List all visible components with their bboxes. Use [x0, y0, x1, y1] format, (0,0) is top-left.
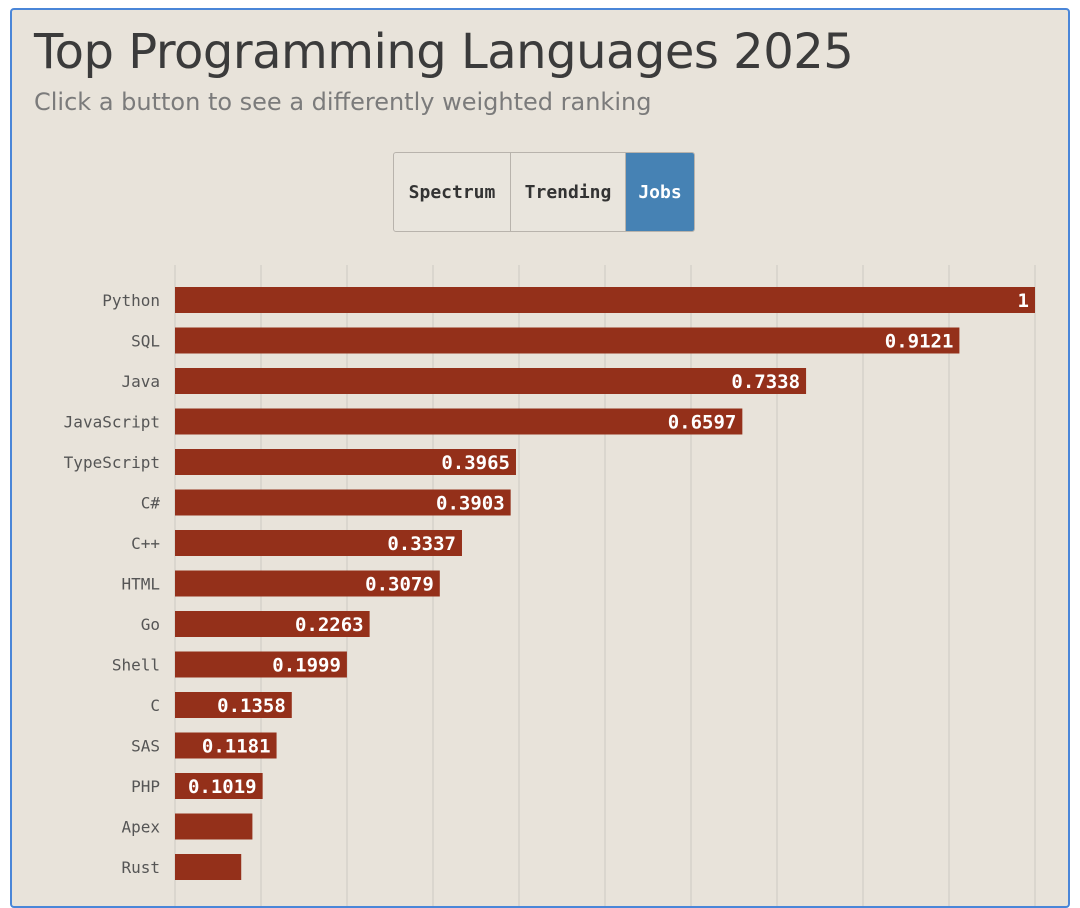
- value-label: 0.1999: [272, 655, 341, 677]
- value-label: 0.3079: [365, 574, 434, 596]
- page-title: Top Programming Languages 2025: [34, 24, 854, 80]
- value-label: 0.9121: [885, 331, 954, 353]
- category-label: HTML: [121, 575, 160, 594]
- bar-rust: [175, 854, 242, 880]
- page-subtitle: Click a button to see a differently weig…: [34, 88, 652, 116]
- category-label: C: [150, 696, 160, 715]
- value-label: 0.1181: [202, 736, 271, 758]
- category-label: SQL: [131, 332, 160, 351]
- category-label: C#: [141, 494, 161, 513]
- category-label: JavaScript: [64, 413, 160, 432]
- category-label: Java: [121, 372, 160, 391]
- category-label: Apex: [121, 818, 160, 837]
- category-label: SAS: [131, 737, 160, 756]
- value-label: 0.6597: [668, 412, 737, 434]
- category-label: PHP: [131, 777, 160, 796]
- trending-button[interactable]: Trending: [510, 153, 625, 231]
- jobs-button[interactable]: Jobs: [625, 153, 694, 231]
- bar-sas: [175, 732, 277, 759]
- category-label: Python: [102, 291, 160, 310]
- category-label: C++: [131, 534, 160, 553]
- value-label: 0.3903: [436, 493, 505, 515]
- bar-chart: Python 1 SQL 0.9121 Java 0.7338 JavaScript 0.65…: [64, 265, 1036, 906]
- value-label: 1: [1018, 290, 1029, 312]
- value-label: 0.3337: [387, 533, 456, 555]
- bar-c: [175, 692, 292, 718]
- bar-html: [175, 570, 440, 597]
- value-label: 0.7338: [731, 371, 800, 393]
- ranking-button-group: Spectrum Trending Jobs: [393, 152, 695, 232]
- value-label: 0.3965: [441, 452, 510, 474]
- bar-go: [175, 611, 370, 637]
- value-label: 0.1019: [188, 776, 257, 798]
- bar-apex: [175, 813, 253, 840]
- bar-javascript: [175, 408, 743, 435]
- bar-shell: [175, 651, 347, 678]
- value-label: 0.2263: [295, 614, 364, 636]
- bar-sql: [175, 327, 960, 354]
- bar-c-: [175, 489, 511, 516]
- bar-php: [175, 773, 263, 799]
- category-label: Rust: [121, 858, 160, 877]
- bar-typescript: [175, 449, 516, 475]
- category-label: Shell: [112, 656, 160, 675]
- category-label: TypeScript: [64, 453, 160, 472]
- category-label: Go: [141, 615, 160, 634]
- spectrum-button[interactable]: Spectrum: [408, 181, 496, 203]
- bar-c-: [175, 530, 462, 556]
- value-label: 0.1358: [217, 695, 286, 717]
- bar-python: [175, 287, 1035, 313]
- bar-java: [175, 368, 807, 394]
- chart-panel: Top Programming Languages 2025 Click a b…: [10, 8, 1070, 908]
